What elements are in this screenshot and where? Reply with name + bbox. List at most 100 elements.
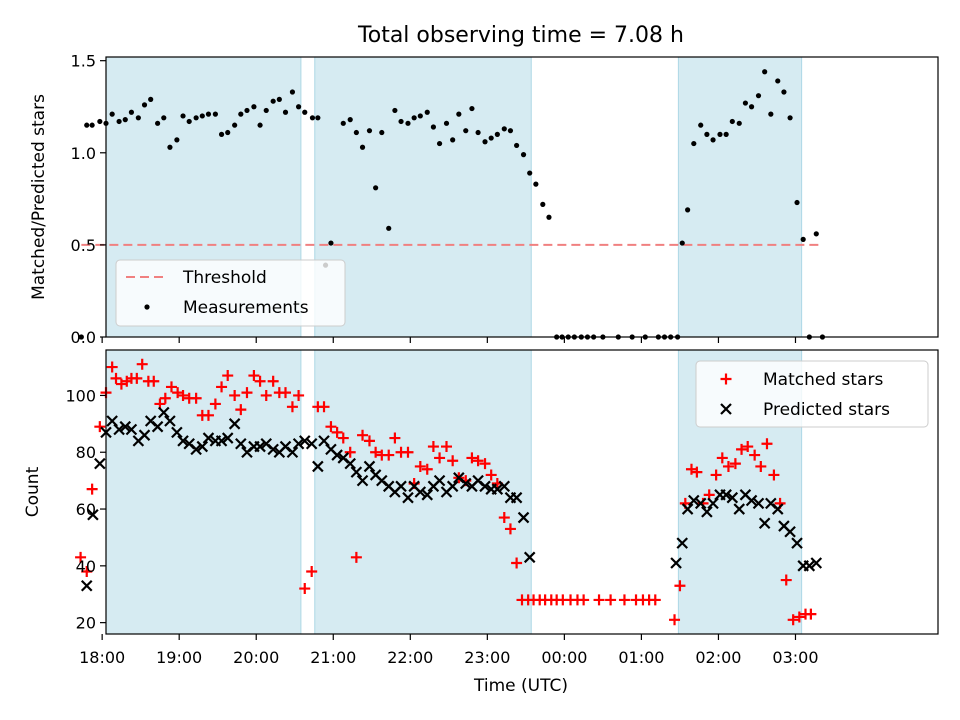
predicted-star-point xyxy=(221,432,234,444)
measurement-point xyxy=(193,115,199,121)
predicted-star-point xyxy=(228,418,241,430)
predicted-star-point xyxy=(254,440,266,453)
measurement-point xyxy=(238,111,244,117)
observing-window-shade xyxy=(677,56,803,338)
y-tick-label: 60 xyxy=(76,500,96,519)
measurement-point xyxy=(755,93,762,99)
matched-star-point xyxy=(75,551,87,563)
measurement-point xyxy=(768,111,774,117)
measurement-point xyxy=(186,118,192,125)
matched-star-point xyxy=(722,460,734,472)
predicted-star-point xyxy=(395,480,407,493)
measurement-point xyxy=(710,137,716,143)
predicted-star-point xyxy=(803,560,816,572)
matched-star-point xyxy=(209,398,221,410)
matched-star-point xyxy=(768,469,780,481)
predicted-star-point xyxy=(758,517,771,530)
predicted-star-point xyxy=(113,423,125,436)
measurement-point xyxy=(800,236,806,242)
measurement-point xyxy=(704,131,710,137)
matched-star-point xyxy=(749,449,761,461)
measurement-point xyxy=(78,334,84,340)
count-axes-frame xyxy=(105,349,939,635)
measurement-point xyxy=(251,104,257,110)
predicted-star-point xyxy=(694,497,707,510)
predicted-star-point xyxy=(318,435,330,447)
predicted-star-point xyxy=(196,440,209,453)
measurement-point xyxy=(135,115,141,121)
measurement-point xyxy=(199,113,205,119)
observing-window-shade xyxy=(105,349,302,635)
predicted-star-point xyxy=(267,443,279,456)
predicted-star-point xyxy=(745,494,758,507)
measurement-point xyxy=(424,109,430,115)
legend-box xyxy=(115,259,346,327)
legend-measurement-swatch xyxy=(144,304,150,310)
matched-star-point xyxy=(793,611,805,623)
measurement-point xyxy=(430,124,437,130)
predicted-star-point xyxy=(491,483,504,495)
predicted-star-point xyxy=(363,460,376,473)
measurement-point xyxy=(270,98,276,104)
matched-star-point xyxy=(736,443,748,455)
measurement-point xyxy=(257,122,263,128)
matched-star-point xyxy=(106,361,118,373)
measurement-point xyxy=(417,113,423,119)
measurement-point xyxy=(212,111,218,117)
measurement-point xyxy=(469,105,475,112)
measurement-point xyxy=(691,140,697,147)
predicted-star-point xyxy=(670,557,682,569)
x-tick-label: 02:00 xyxy=(695,648,741,667)
matched-star-point xyxy=(504,523,516,535)
matched-star-point xyxy=(235,404,247,416)
matched-star-point xyxy=(649,594,661,606)
predicted-star-point xyxy=(235,437,247,450)
predicted-star-point xyxy=(119,420,132,433)
ratio-axes-frame xyxy=(105,56,939,338)
measurement-point xyxy=(392,107,398,114)
predicted-star-point xyxy=(344,457,356,470)
measurement-point xyxy=(386,225,392,231)
predicted-star-point xyxy=(791,537,803,549)
matched-star-point xyxy=(267,375,279,387)
matched-star-point xyxy=(293,389,305,401)
observing-window-shade xyxy=(314,56,532,338)
measurement-point xyxy=(289,89,296,95)
predicted-star-point xyxy=(138,429,151,441)
measurement-point xyxy=(717,131,723,137)
predicted-star-point xyxy=(726,491,739,504)
measurement-point xyxy=(794,199,800,206)
matched-star-point xyxy=(286,401,298,413)
measurement-point xyxy=(174,137,180,143)
x-tick-label: 19:00 xyxy=(156,648,202,667)
measurement-point xyxy=(787,115,793,121)
measurement-point xyxy=(742,100,749,106)
y-tick-label: 1.0 xyxy=(71,144,96,163)
y-tick-label: 100 xyxy=(65,386,96,405)
measurement-point xyxy=(463,128,469,134)
measurement-point xyxy=(302,109,308,115)
y-tick-label: 20 xyxy=(76,614,96,633)
measurement-point xyxy=(411,115,417,121)
matched-star-point xyxy=(466,452,478,464)
x-tick-label: 03:00 xyxy=(772,648,818,667)
legend-threshold-label: Threshold xyxy=(182,268,267,288)
ratio-panel: 0.0 0.5 1.0 1.5 Matched/Predicted stars Thr… xyxy=(29,52,939,347)
matched-star-point xyxy=(383,449,395,461)
measurement-point xyxy=(282,109,289,115)
predicted-star-point xyxy=(94,457,106,470)
predicted-star-point xyxy=(510,491,523,504)
ratio-x-ticks xyxy=(101,337,797,343)
matched-star-point xyxy=(306,566,318,578)
measurement-point xyxy=(546,214,552,220)
measurement-point xyxy=(540,201,546,207)
measurement-point xyxy=(309,115,316,121)
measurement-point xyxy=(450,137,456,143)
measurement-point xyxy=(729,118,735,125)
measurement-point xyxy=(405,120,411,126)
predicted-star-point xyxy=(810,557,823,569)
measurement-point xyxy=(263,107,269,114)
measurement-point xyxy=(122,117,128,123)
matched-star-point xyxy=(787,614,799,626)
matched-star-point xyxy=(344,446,356,458)
